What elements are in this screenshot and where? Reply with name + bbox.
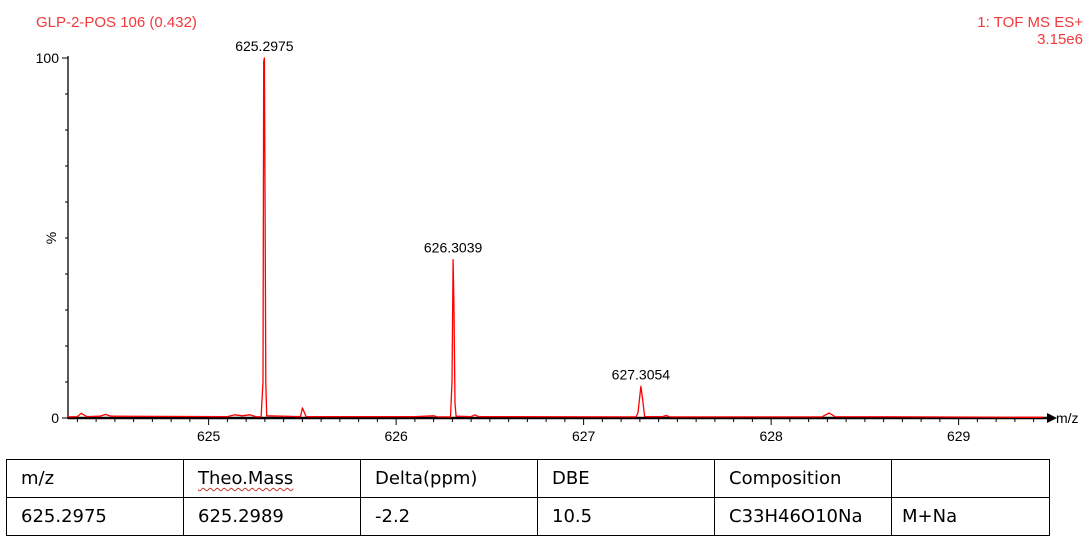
header-dbe: DBE <box>537 459 715 498</box>
x-tick-label: 629 <box>947 428 971 444</box>
peak-label: 625.2975 <box>235 38 294 54</box>
scan-info: 1: TOF MS ES+ 3.15e6 <box>977 14 1083 48</box>
header-composition: Composition <box>714 459 892 498</box>
cell-delta-ppm: -2.2 <box>360 497 538 536</box>
cell-composition: C33H46O10Na <box>714 497 892 536</box>
x-axis-arrow <box>1047 413 1057 423</box>
table-row: 625.2975 625.2989 -2.2 10.5 C33H46O10Na … <box>6 497 1050 536</box>
cell-theo-mass: 625.2989 <box>183 497 361 536</box>
y-tick-label: 100 <box>36 50 60 66</box>
header-adduct <box>891 459 1050 498</box>
x-axis-label: m/z <box>1056 410 1079 426</box>
ms-mode-label: 1: TOF MS ES+ <box>977 14 1083 31</box>
cell-mz: 625.2975 <box>6 497 184 536</box>
sample-label: GLP-2-POS 106 (0.432) <box>36 14 197 31</box>
x-tick-label: 627 <box>572 428 596 444</box>
x-tick-label: 628 <box>759 428 783 444</box>
spectrum-trace <box>67 57 1044 418</box>
peak-label: 626.3039 <box>424 240 483 256</box>
cell-dbe: 10.5 <box>537 497 715 536</box>
header-delta-ppm: Delta(ppm) <box>360 459 538 498</box>
results-table: m/z Theo.Mass Delta(ppm) DBE Composition… <box>6 459 1050 536</box>
y-tick-label: 0 <box>51 410 59 426</box>
peak-label: 627.3054 <box>612 366 671 382</box>
header-theo-mass: Theo.Mass <box>198 468 294 489</box>
base-intensity-label: 3.15e6 <box>1037 31 1083 48</box>
header-mz: m/z <box>6 459 184 498</box>
x-tick-label: 626 <box>384 428 408 444</box>
y-axis-label: % <box>43 232 59 244</box>
cell-adduct: M+Na <box>891 497 1050 536</box>
table-header-row: m/z Theo.Mass Delta(ppm) DBE Composition <box>6 459 1050 498</box>
mass-spectrum-chart: 0 100% 625 626 627 628 629 m/z 625.2975 626.3039 6… <box>36 38 1079 444</box>
x-tick-label: 625 <box>197 428 221 444</box>
